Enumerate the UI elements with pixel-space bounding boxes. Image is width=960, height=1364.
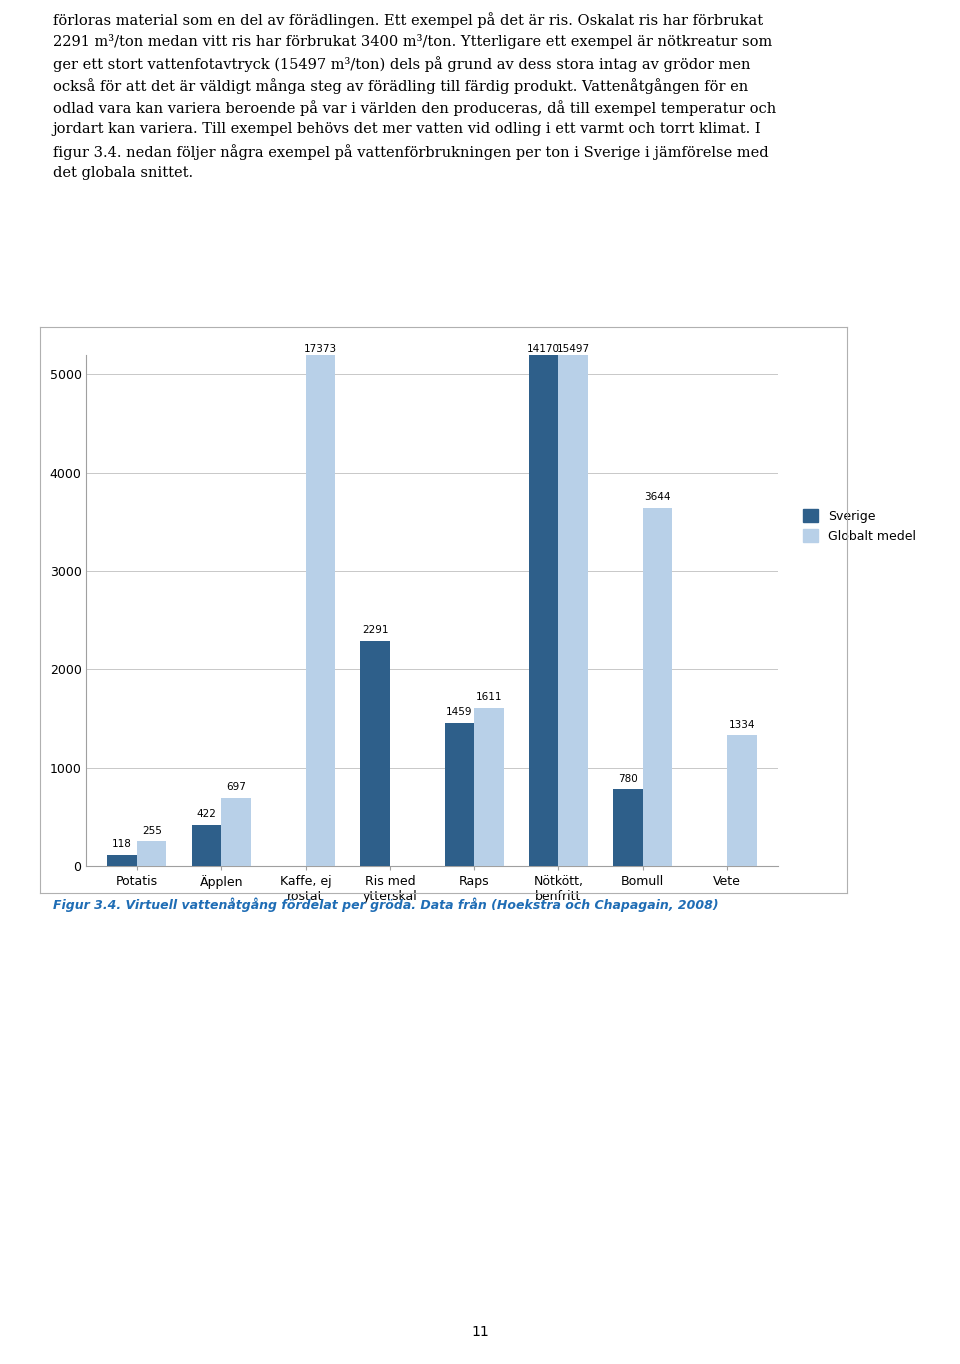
Text: 14170: 14170 [527,344,561,355]
Bar [137,842,166,866]
Text: Figur 3.4. Virtuell vattenåtgång fördelat per gröda. Data från (Hoekstra och Cha: Figur 3.4. Virtuell vattenåtgång fördela… [53,898,718,913]
Text: 1459: 1459 [446,707,472,717]
Legend: Sverige, Globalt medel: Sverige, Globalt medel [798,505,921,547]
Text: 422: 422 [197,809,216,820]
Bar [108,854,137,866]
Bar [192,825,221,866]
Text: 2291 m³/ton medan vitt ris har förbrukat 3400 m³/ton. Ytterligare ett exempel är: 2291 m³/ton medan vitt ris har förbrukat… [53,34,772,49]
Text: också för att det är väldigt många steg av förädling till färdig produkt. Vatten: också för att det är väldigt många steg … [53,78,748,94]
Text: 118: 118 [112,839,132,850]
Text: 780: 780 [618,773,637,784]
Bar [221,798,251,866]
Text: jordart kan variera. Till exempel behövs det mer vatten vid odling i ett varmt o: jordart kan variera. Till exempel behövs… [53,121,761,136]
Text: ger ett stort vattenfotavtryck (15497 m³/ton) dels på grund av dess stora intag : ger ett stort vattenfotavtryck (15497 m³… [53,56,751,72]
Text: förloras material som en del av förädlingen. Ett exempel på det är ris. Oskalat : förloras material som en del av förädlin… [53,12,763,27]
Bar [613,790,643,866]
Text: 3644: 3644 [644,492,671,502]
Bar [474,708,504,866]
Text: 1611: 1611 [475,693,502,702]
Bar [444,723,474,866]
Bar [643,507,672,866]
Text: figur 3.4. nedan följer några exempel på vattenförbrukningen per ton i Sverige i: figur 3.4. nedan följer några exempel på… [53,145,768,160]
Text: 697: 697 [227,782,246,792]
Bar [360,641,390,866]
Text: 1334: 1334 [729,720,755,730]
Bar [305,0,335,866]
Text: 255: 255 [142,825,161,836]
Bar [727,735,756,866]
Text: det globala snittet.: det globala snittet. [53,166,193,180]
Text: 2291: 2291 [362,625,389,636]
Text: odlad vara kan variera beroende på var i världen den produceras, då till exempel: odlad vara kan variera beroende på var i… [53,100,776,116]
Text: 11: 11 [471,1326,489,1339]
Text: 15497: 15497 [557,344,589,355]
Bar [559,0,588,866]
Text: 17373: 17373 [303,344,337,355]
Bar [529,0,559,866]
